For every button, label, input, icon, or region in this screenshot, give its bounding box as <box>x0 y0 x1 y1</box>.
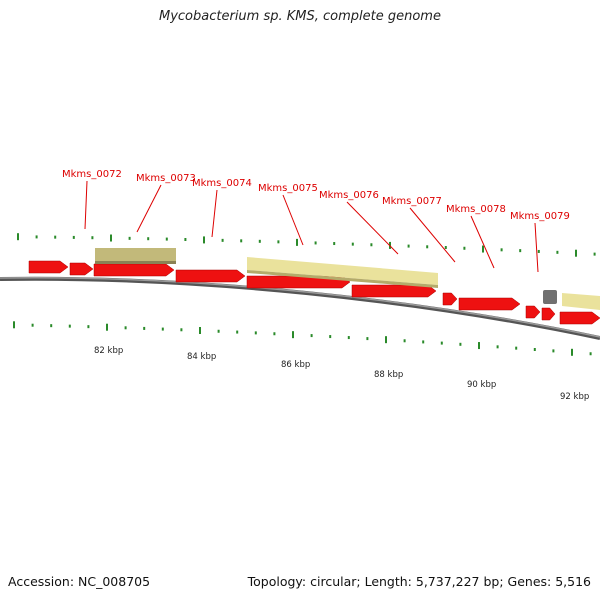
gene-leader-line <box>211 189 218 238</box>
gene-label: Mkms_0079 <box>510 211 570 222</box>
gene-leader-line <box>346 201 399 255</box>
forward-gene <box>458 297 521 311</box>
reverse-gene-shadow <box>247 270 438 288</box>
forward-gene <box>93 263 175 277</box>
scale-label: 84 kbp <box>187 352 216 362</box>
genome-backbone <box>0 276 600 340</box>
scale-label: 92 kbp <box>560 392 589 402</box>
scale-label: 90 kbp <box>467 380 496 390</box>
gene-label: Mkms_0077 <box>382 196 442 207</box>
scale-label: 88 kbp <box>374 370 403 380</box>
gene-leader-line <box>409 207 456 263</box>
reverse-gene <box>247 257 438 285</box>
accession-text: Accession: NC_008705 <box>8 574 151 589</box>
forward-gene <box>541 307 556 321</box>
forward-gene <box>559 311 600 325</box>
forward-gene <box>525 305 541 319</box>
gene-leader-line <box>136 184 162 233</box>
gene-label: Mkms_0074 <box>192 178 252 189</box>
reverse-gene <box>562 293 600 310</box>
gene-leader-line <box>470 215 495 269</box>
gene-label: Mkms_0072 <box>62 169 122 180</box>
map-title: Mycobacterium sp. KMS, complete genome <box>159 9 441 24</box>
reverse-gene-shadow <box>95 261 176 264</box>
scale-label: 82 kbp <box>94 346 123 356</box>
scale-label: 86 kbp <box>281 360 310 370</box>
reverse-gene <box>95 248 176 261</box>
forward-gene <box>69 262 94 276</box>
genome-backbone-highlight <box>0 277 600 338</box>
other-feature <box>543 290 557 304</box>
gene-label: Mkms_0076 <box>319 190 379 201</box>
gene-leader-line <box>282 194 304 246</box>
forward-gene <box>442 292 458 306</box>
forward-gene <box>28 260 69 274</box>
gene-label: Mkms_0078 <box>446 204 506 215</box>
gene-leader-line <box>84 180 88 230</box>
gene-label: Mkms_0075 <box>258 183 318 194</box>
gene-leader-line <box>534 222 539 273</box>
forward-gene <box>175 269 246 283</box>
genome-stats-text: Topology: circular; Length: 5,737,227 bp… <box>247 574 591 589</box>
gene-label: Mkms_0073 <box>136 173 196 184</box>
